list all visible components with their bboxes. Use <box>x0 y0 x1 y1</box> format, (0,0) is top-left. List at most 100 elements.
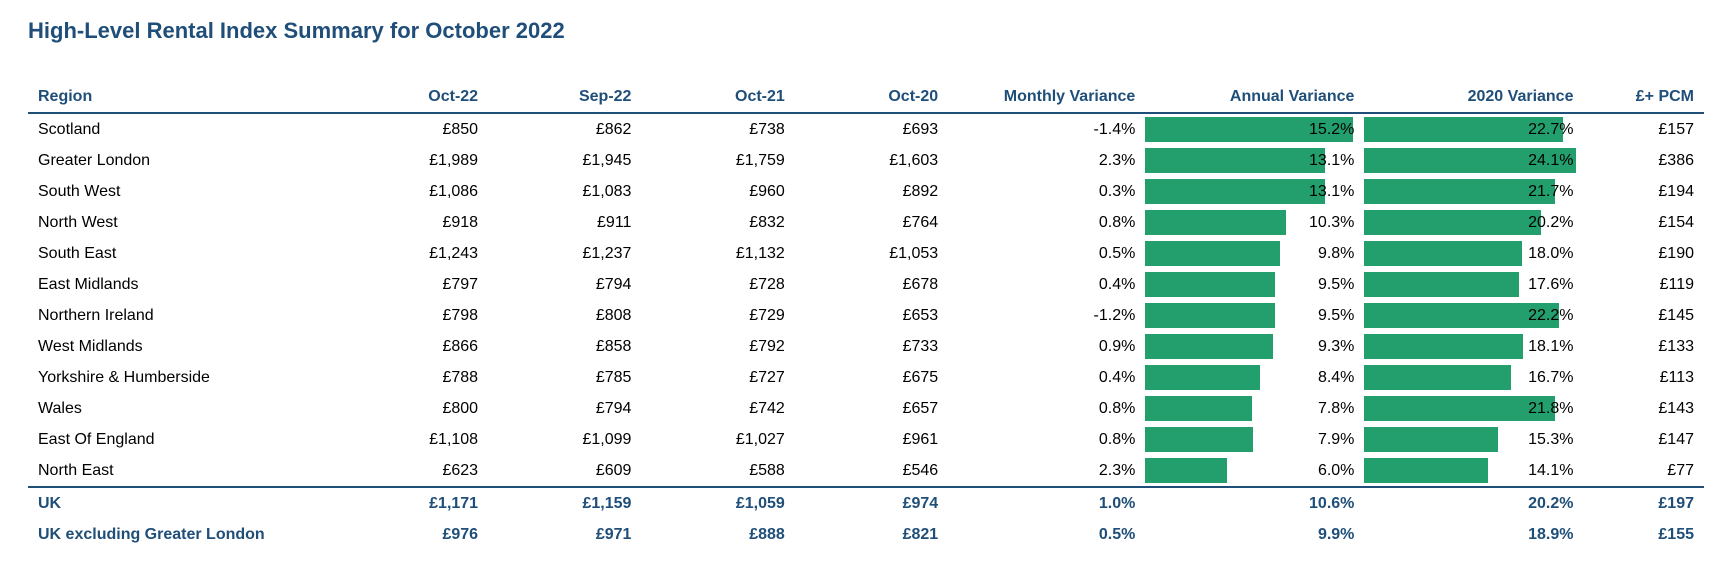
cell-oct21: £729 <box>641 300 794 331</box>
cell-avar: 9.3% <box>1145 331 1364 362</box>
cell-oct22: £1,108 <box>335 424 488 455</box>
cell-value: 22.2% <box>1528 307 1573 324</box>
cell-v2020: 18.1% <box>1364 331 1583 362</box>
cell-pcm: £143 <box>1583 393 1704 424</box>
cell-v2020: 20.2% <box>1364 487 1583 519</box>
cell-sep22: £971 <box>488 519 641 550</box>
cell-oct20: £1,053 <box>795 238 948 269</box>
cell-value: 13.1% <box>1309 152 1354 169</box>
cell-oct20: £974 <box>795 487 948 519</box>
variance-bar <box>1364 427 1498 452</box>
cell-value: 17.6% <box>1528 276 1573 293</box>
variance-bar <box>1364 396 1555 421</box>
cell-mvar: 0.3% <box>948 176 1145 207</box>
col-header-v2020: 2020 Variance <box>1364 84 1583 113</box>
cell-sep22: £1,099 <box>488 424 641 455</box>
cell-mvar: -1.4% <box>948 113 1145 145</box>
variance-bar <box>1364 365 1510 390</box>
cell-sep22: £785 <box>488 362 641 393</box>
variance-bar <box>1364 272 1518 297</box>
cell-mvar: 2.3% <box>948 145 1145 176</box>
cell-pcm: £154 <box>1583 207 1704 238</box>
cell-oct21: £1,132 <box>641 238 794 269</box>
cell-oct21: £727 <box>641 362 794 393</box>
cell-oct22: £918 <box>335 207 488 238</box>
table-row: East Midlands£797£794£728£6780.4%9.5%17.… <box>28 269 1704 300</box>
cell-v2020: 17.6% <box>1364 269 1583 300</box>
variance-bar <box>1364 241 1522 266</box>
col-header-sep22: Sep-22 <box>488 84 641 113</box>
col-header-oct21: Oct-21 <box>641 84 794 113</box>
cell-sep22: £794 <box>488 393 641 424</box>
cell-region: North East <box>28 455 335 487</box>
cell-value: 7.9% <box>1318 431 1354 448</box>
cell-mvar: 0.5% <box>948 519 1145 550</box>
cell-value: 21.7% <box>1528 183 1573 200</box>
cell-avar: 7.9% <box>1145 424 1364 455</box>
cell-mvar: 1.0% <box>948 487 1145 519</box>
cell-oct22: £1,086 <box>335 176 488 207</box>
summary-row: UK£1,171£1,159£1,059£9741.0%10.6%20.2%£1… <box>28 487 1704 519</box>
table-row: South East£1,243£1,237£1,132£1,0530.5%9.… <box>28 238 1704 269</box>
variance-bar <box>1145 179 1324 204</box>
cell-pcm: £77 <box>1583 455 1704 487</box>
cell-mvar: 2.3% <box>948 455 1145 487</box>
cell-avar: 15.2% <box>1145 113 1364 145</box>
cell-v2020: 21.8% <box>1364 393 1583 424</box>
cell-value: 8.4% <box>1318 369 1354 386</box>
cell-sep22: £808 <box>488 300 641 331</box>
variance-bar <box>1145 241 1279 266</box>
cell-oct22: £1,989 <box>335 145 488 176</box>
cell-region: Scotland <box>28 113 335 145</box>
cell-avar: 13.1% <box>1145 145 1364 176</box>
cell-value: 18.1% <box>1528 338 1573 355</box>
cell-sep22: £1,945 <box>488 145 641 176</box>
variance-bar <box>1145 303 1275 328</box>
cell-pcm: £133 <box>1583 331 1704 362</box>
cell-oct21: £1,059 <box>641 487 794 519</box>
table-row: North West£918£911£832£7640.8%10.3%20.2%… <box>28 207 1704 238</box>
variance-bar <box>1364 210 1541 235</box>
cell-value: 21.8% <box>1528 400 1573 417</box>
cell-avar: 10.6% <box>1145 487 1364 519</box>
cell-mvar: 0.5% <box>948 238 1145 269</box>
cell-pcm: £386 <box>1583 145 1704 176</box>
cell-oct22: £1,171 <box>335 487 488 519</box>
cell-avar: 6.0% <box>1145 455 1364 487</box>
cell-value: 6.0% <box>1318 462 1354 479</box>
cell-avar: 8.4% <box>1145 362 1364 393</box>
cell-oct20: £961 <box>795 424 948 455</box>
cell-region: East Of England <box>28 424 335 455</box>
cell-oct21: £960 <box>641 176 794 207</box>
cell-oct20: £657 <box>795 393 948 424</box>
cell-oct21: £888 <box>641 519 794 550</box>
col-header-pcm: £+ PCM <box>1583 84 1704 113</box>
cell-v2020: 20.2% <box>1364 207 1583 238</box>
cell-oct20: £678 <box>795 269 948 300</box>
cell-oct20: £546 <box>795 455 948 487</box>
cell-oct20: £1,603 <box>795 145 948 176</box>
table-head: RegionOct-22Sep-22Oct-21Oct-20Monthly Va… <box>28 84 1704 113</box>
cell-value: 18.0% <box>1528 245 1573 262</box>
cell-oct21: £728 <box>641 269 794 300</box>
table-body: Scotland£850£862£738£693-1.4%15.2%22.7%£… <box>28 113 1704 487</box>
cell-value: 9.3% <box>1318 338 1354 355</box>
cell-oct21: £1,027 <box>641 424 794 455</box>
cell-oct21: £832 <box>641 207 794 238</box>
cell-oct21: £588 <box>641 455 794 487</box>
page-title: High-Level Rental Index Summary for Octo… <box>28 18 1704 44</box>
cell-pcm: £197 <box>1583 487 1704 519</box>
cell-value: 20.2% <box>1528 214 1573 231</box>
table-row: West Midlands£866£858£792£7330.9%9.3%18.… <box>28 331 1704 362</box>
cell-oct21: £1,759 <box>641 145 794 176</box>
cell-value: 10.3% <box>1309 214 1354 231</box>
cell-mvar: 0.4% <box>948 362 1145 393</box>
cell-value: 16.7% <box>1528 369 1573 386</box>
table-row: East Of England£1,108£1,099£1,027£9610.8… <box>28 424 1704 455</box>
col-header-avar: Annual Variance <box>1145 84 1364 113</box>
cell-region: West Midlands <box>28 331 335 362</box>
table-row: Wales£800£794£742£6570.8%7.8%21.8%£143 <box>28 393 1704 424</box>
cell-pcm: £147 <box>1583 424 1704 455</box>
variance-bar <box>1145 210 1286 235</box>
cell-oct22: £976 <box>335 519 488 550</box>
